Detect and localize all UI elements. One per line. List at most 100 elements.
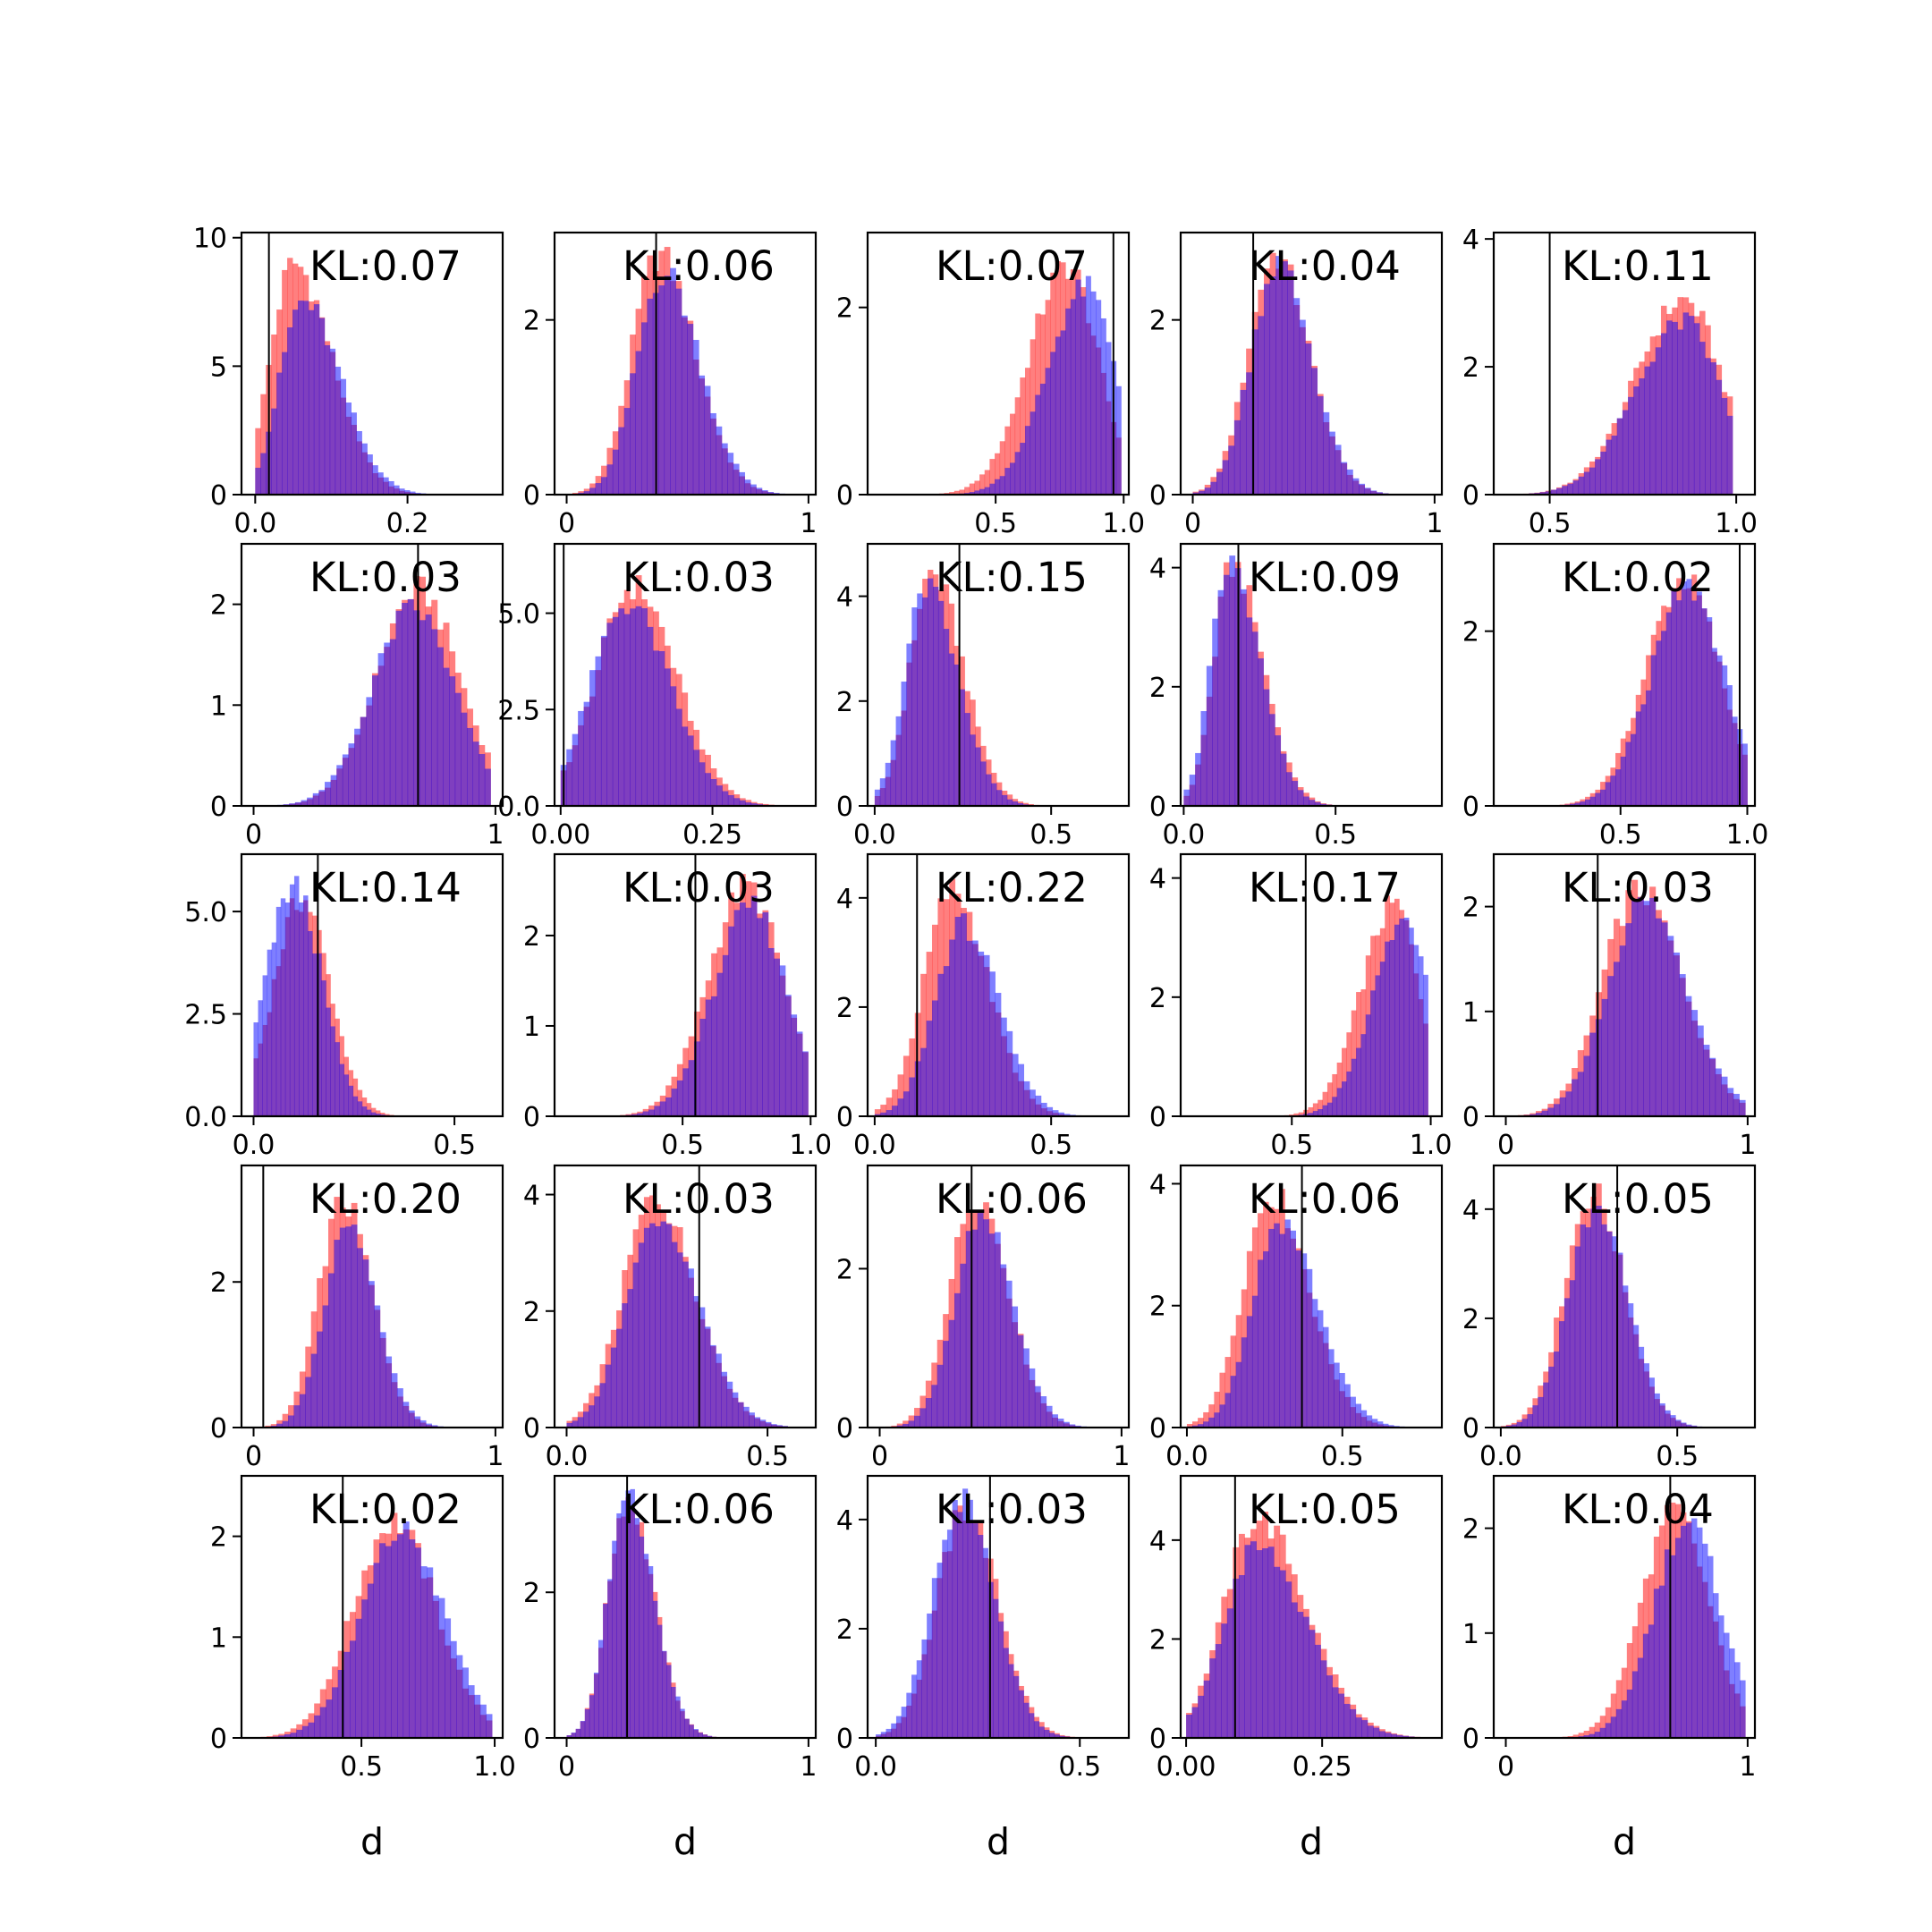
red-bar [1589, 1726, 1596, 1738]
blue-bar [705, 773, 711, 806]
blue-bar [351, 1224, 358, 1428]
x-tick-label: 1.0 [1715, 508, 1758, 539]
blue-bar [324, 344, 331, 495]
blue-bar [1632, 1325, 1640, 1428]
blue-bar [1409, 928, 1414, 1116]
blue-bar [410, 491, 416, 495]
blue-bar [1268, 714, 1275, 806]
blue-bar [1739, 1099, 1746, 1116]
blue-bar [744, 479, 751, 495]
blue-bar [1049, 1733, 1055, 1738]
blue-bar [952, 1500, 958, 1738]
blue-bar [397, 1534, 404, 1738]
blue-bar [1375, 975, 1381, 1116]
blue-bar [1336, 1088, 1343, 1116]
blue-bar [1653, 1589, 1660, 1738]
axes-frame [240, 542, 504, 808]
blue-bar [964, 713, 970, 806]
blue-bar [1650, 655, 1657, 806]
blue-bar [901, 682, 907, 806]
red-bar [1312, 1103, 1318, 1116]
x-tick-label: 0 [1184, 508, 1201, 539]
blue-bar [967, 1499, 973, 1738]
blue-bar [1364, 487, 1371, 495]
blue-bar [397, 1388, 403, 1428]
blue-bar [1057, 1419, 1064, 1428]
blue-bar [682, 1068, 690, 1116]
blue-bar [1285, 1581, 1292, 1738]
blue-bar [572, 733, 579, 806]
blue-bar [1287, 270, 1294, 495]
blue-bar [1664, 1549, 1671, 1738]
x-tick-label: 0.0 [1479, 1441, 1522, 1472]
blue-bar [1311, 368, 1318, 495]
blue-bar [750, 484, 757, 495]
blue-bar [339, 1063, 344, 1116]
blue-bar [896, 1425, 903, 1428]
blue-bar [1203, 1680, 1210, 1738]
blue-bar [1403, 917, 1410, 1116]
blue-bar [1620, 756, 1626, 806]
blue-bar [1258, 658, 1264, 806]
blue-bar [676, 1080, 683, 1116]
blue-bar [1734, 1662, 1741, 1738]
blue-bar [301, 1725, 309, 1738]
blue-bar [880, 1732, 886, 1738]
blue-bar [305, 1377, 312, 1428]
blue-bar [1206, 665, 1213, 806]
blue-bar [1344, 1384, 1351, 1428]
blue-bar [419, 1419, 427, 1428]
blue-bar [996, 790, 1003, 806]
blue-bar [874, 789, 881, 806]
blue-bar [1312, 1111, 1318, 1116]
blue-bar [721, 443, 728, 495]
x-tick-label: 0.0 [854, 1751, 897, 1783]
blue-bar [1039, 383, 1046, 495]
blue-bar [301, 800, 308, 806]
blue-bar [1017, 803, 1024, 806]
y-tick-label: 2 [836, 993, 853, 1024]
blue-bar [1065, 308, 1072, 495]
red-bar [366, 1103, 372, 1116]
blue-bar [998, 1621, 1004, 1738]
blue-bar [589, 1405, 595, 1428]
blue-bar [357, 1101, 363, 1116]
blue-bar [1317, 395, 1324, 495]
blue-bar [479, 1704, 487, 1738]
blue-bar [1030, 1089, 1036, 1116]
blue-bar [919, 1408, 927, 1428]
blue-bar [1335, 445, 1342, 495]
blue-bar [630, 373, 636, 495]
red-bar [1318, 1099, 1323, 1116]
y-tick-label: 0 [523, 1413, 540, 1445]
blue-bar [1320, 1660, 1327, 1738]
x-tick-label: 0 [1497, 1130, 1514, 1161]
blue-bar [886, 1728, 892, 1738]
y-tick-label: 0 [1462, 1102, 1479, 1133]
blue-bar [978, 1535, 984, 1738]
blue-bar [308, 930, 313, 1116]
axes-frame [553, 852, 818, 1118]
blue-bar [318, 318, 326, 495]
blue-bar [635, 351, 642, 495]
blue-bar [404, 490, 411, 495]
blue-bar [1673, 952, 1680, 1116]
y-tick-label: 2 [836, 1614, 853, 1646]
blue-bar [1658, 1585, 1665, 1738]
blue-bar [1697, 1527, 1703, 1738]
blue-bar [1302, 1616, 1309, 1738]
blue-bar [1394, 924, 1400, 1116]
y-tick-label: 0 [1462, 1724, 1479, 1755]
blue-bar [1583, 1735, 1590, 1738]
blue-bar [361, 1106, 368, 1116]
red-bar [959, 489, 965, 495]
blue-bar [1574, 802, 1580, 806]
blue-bar [641, 322, 648, 495]
blue-bar [1696, 591, 1702, 806]
blue-bar [1373, 1727, 1380, 1738]
blue-bar [366, 1109, 372, 1116]
blue-bar [1580, 801, 1586, 806]
axes-frame [240, 1474, 504, 1740]
blue-bar [1291, 1602, 1298, 1738]
kl-annotation: KL:0.06 [1249, 1175, 1401, 1223]
